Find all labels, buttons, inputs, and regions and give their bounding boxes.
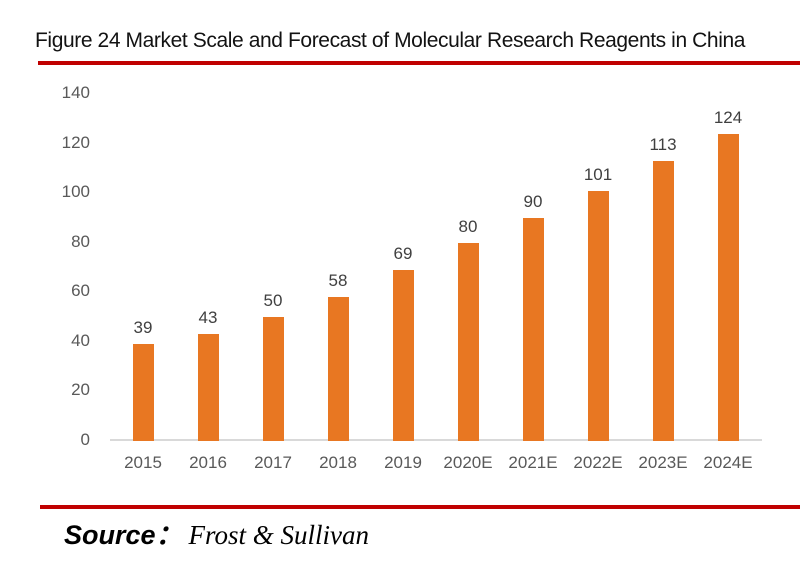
x-axis-label: 2015 — [124, 453, 162, 472]
bar — [457, 243, 479, 441]
x-axis-label: 2018 — [319, 453, 357, 472]
x-axis-label: 2017 — [254, 453, 292, 472]
y-axis-label: 60 — [71, 281, 90, 301]
bar — [197, 334, 219, 441]
x-axis-label: 2020E — [443, 453, 493, 472]
x-axis-label: 2023E — [638, 453, 688, 472]
bar-value-label: 50 — [263, 291, 283, 310]
bar — [652, 161, 674, 441]
bar-value-label: 39 — [133, 318, 153, 337]
bar-value-label: 43 — [198, 308, 218, 327]
bar — [587, 191, 609, 441]
y-axis-label: 20 — [71, 380, 90, 400]
bar — [392, 270, 414, 441]
bar-value-label: 90 — [523, 192, 543, 211]
source-row: Source： Frost & Sullivan — [64, 513, 369, 552]
x-axis-line — [110, 439, 762, 441]
title-underline — [38, 61, 800, 65]
bar — [522, 218, 544, 441]
y-axis-label: 120 — [61, 132, 90, 152]
y-axis-label: 80 — [71, 231, 90, 251]
y-axis-label: 0 — [80, 430, 90, 449]
source-label: Source： — [64, 520, 183, 550]
x-axis-label: 2019 — [384, 453, 422, 472]
bar-value-label: 69 — [393, 244, 413, 263]
bar-value-label: 113 — [649, 135, 677, 154]
bar-value-label: 124 — [713, 108, 743, 127]
y-axis-label: 140 — [61, 83, 90, 103]
y-axis-label: 100 — [61, 182, 90, 202]
bar — [132, 344, 154, 441]
y-axis-label: 40 — [71, 330, 90, 350]
source-divider-line — [40, 505, 800, 509]
x-axis-label: 2022E — [573, 453, 623, 472]
bar — [717, 134, 739, 441]
figure-title: Figure 24 Market Scale and Forecast of M… — [35, 29, 746, 52]
bar — [327, 297, 349, 441]
x-axis-label: 2016 — [189, 453, 227, 472]
bar-value-label: 101 — [583, 165, 613, 184]
source-value: Frost & Sullivan — [188, 520, 370, 550]
x-axis-label: 2021E — [508, 453, 558, 472]
bar — [262, 317, 284, 441]
x-axis-label: 2024E — [703, 453, 753, 472]
bar-value-label: 58 — [328, 271, 348, 290]
bar-value-label: 80 — [458, 217, 478, 236]
